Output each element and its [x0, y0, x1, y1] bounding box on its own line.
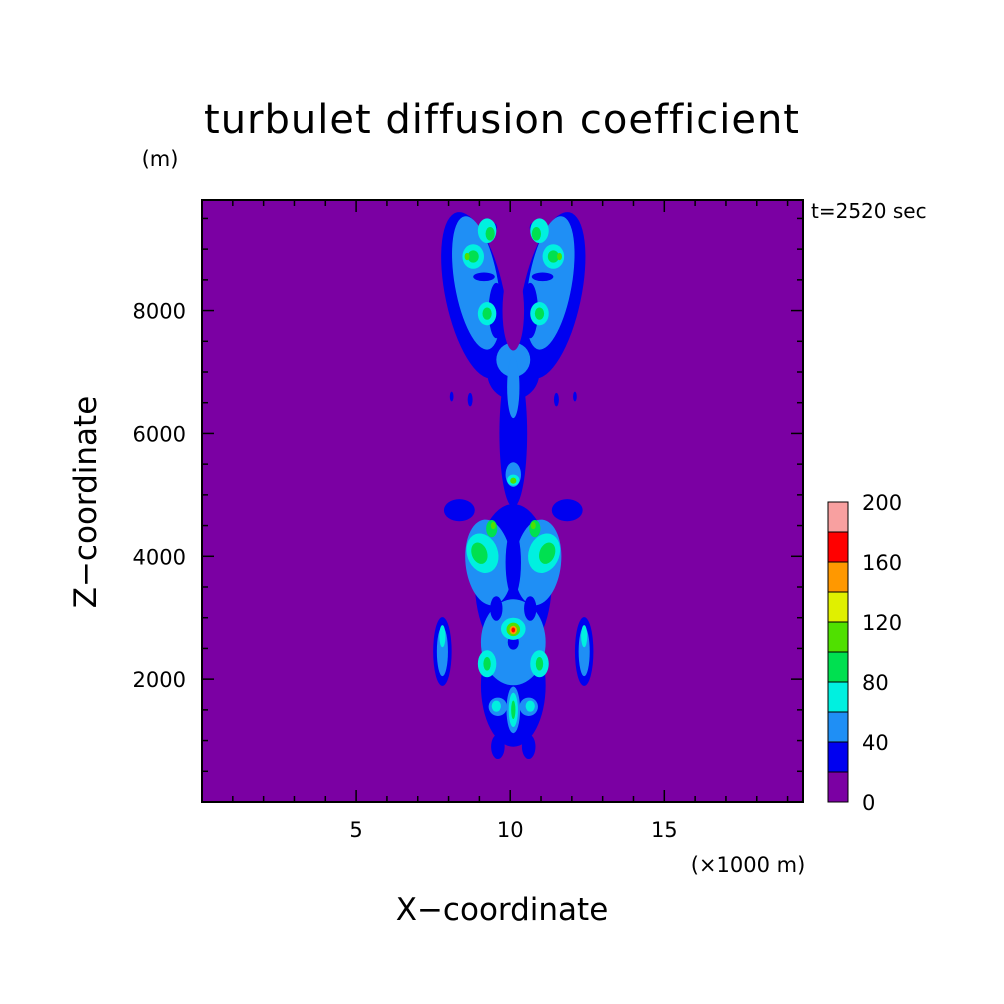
x-tick-label: 15: [651, 818, 678, 842]
y-unit-label: (m): [142, 147, 179, 171]
y-tick-label: 6000: [133, 422, 186, 446]
lower-spot-c-l4-left: [483, 657, 491, 671]
colorbar-swatch: [827, 501, 849, 533]
upper-inner-hole-left: [488, 282, 505, 339]
lower-hole-left: [490, 596, 503, 621]
upper-band-right: [531, 272, 554, 282]
colorbar-label: 80: [862, 671, 889, 695]
colorbar-swatch: [827, 711, 849, 743]
lower-spot-c-l4-right: [535, 657, 544, 671]
upper-spot-a-l4-right: [531, 227, 542, 241]
upper-inner-hole-right: [522, 282, 538, 339]
y-tick-label: 8000: [133, 300, 186, 324]
colorbar-label: 0: [862, 791, 875, 815]
upper-spot-b-l5-right: [557, 252, 562, 261]
lower-central-gap: [505, 528, 521, 597]
colorbar-swatch: [827, 681, 849, 713]
axis-ticks: [202, 200, 803, 802]
time-label: t=2520 sec: [811, 199, 927, 223]
x-unit-label: (×1000 m): [691, 853, 806, 877]
upper-spot-b-l4-left: [467, 250, 479, 263]
stem-tip-l5: [510, 477, 517, 484]
colorbar-swatch: [827, 531, 849, 563]
colorbar-labels: 0 40 80 120 160 200: [862, 491, 902, 815]
colorbar-swatch: [827, 561, 849, 593]
y-tick-label: 2000: [133, 668, 186, 692]
upper-spot-c-l4-right: [534, 307, 545, 320]
chart-title: turbulet diffusion coefficient: [204, 97, 800, 143]
side-drop-b-left: [467, 392, 473, 407]
lower-spot-b-l5-left: [490, 521, 496, 530]
foot-spot-right: [525, 700, 535, 712]
x-axis-label: X−coordinate: [396, 892, 609, 928]
side-drop-a-left: [449, 391, 454, 402]
foot-l1-right: [521, 734, 536, 759]
arm-spot-left: [439, 625, 446, 648]
colorbar-label: 120: [862, 611, 902, 635]
upper-band-left: [473, 272, 495, 282]
y-tick-labels: 2000 4000 6000 8000: [133, 300, 186, 693]
upper-central-gap: [502, 270, 525, 351]
colorbar-label: 40: [862, 731, 889, 755]
upper-spot-b-l4-right: [547, 250, 559, 263]
colorbar-swatch: [827, 621, 849, 653]
foot-spot-left: [491, 700, 501, 712]
upper-spot-c-l4-left: [482, 307, 492, 320]
lower-spot-a-l4-right: [539, 542, 556, 564]
colorbar-swatch: [827, 651, 849, 683]
colorbar-swatch: [827, 771, 849, 803]
plot-frame: [201, 199, 804, 803]
stem-l2: [507, 356, 520, 419]
lower-horn-l1-right: [551, 499, 583, 522]
contour-field: [433, 212, 594, 759]
lower-spot-b-l4-left: [486, 520, 498, 538]
lower-horn-l1-left: [443, 499, 475, 522]
foot-l1-left: [491, 734, 505, 759]
x-tick-label: 10: [497, 818, 524, 842]
colorbar-swatch: [827, 591, 849, 623]
x-tick-label: 5: [349, 818, 362, 842]
lower-spot-b-l5-right: [530, 521, 536, 530]
y-tick-label: 4000: [133, 545, 186, 569]
arm-spot-right: [581, 625, 588, 648]
side-drop-a-right: [573, 391, 577, 402]
side-drop-b-right: [553, 392, 559, 407]
lower-stem-l4: [511, 700, 516, 720]
y-axis-label: Z−coordinate: [68, 396, 104, 609]
center-max-l8: [511, 627, 516, 633]
upper-spot-b-l5-left: [464, 252, 470, 261]
colorbar: [827, 501, 849, 803]
colorbar-label: 160: [862, 551, 902, 575]
x-tick-labels: 5 10 15: [349, 818, 677, 842]
upper-spot-a-l4-left: [485, 227, 495, 241]
colorbar-label: 200: [862, 491, 902, 515]
colorbar-swatch: [827, 741, 849, 773]
lower-hole-right: [524, 596, 537, 621]
lower-spot-a-l4-left: [471, 542, 488, 564]
lower-spot-b-l4-right: [529, 520, 541, 538]
